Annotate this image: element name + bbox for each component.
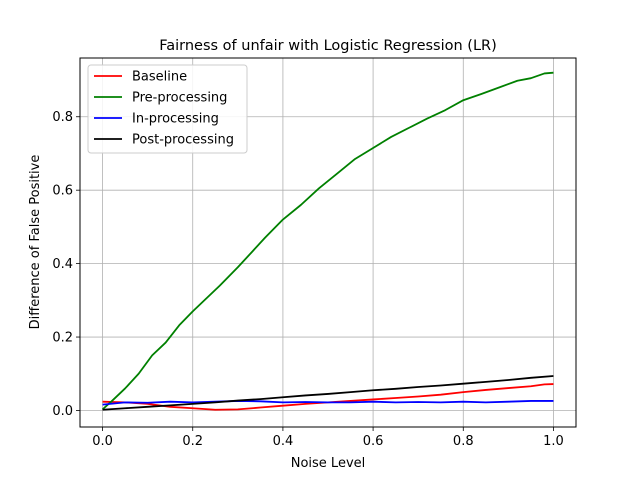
legend-box (87, 64, 248, 154)
legend-label-post-processing: Post-processing (132, 133, 234, 148)
legend-label-in-processing: In-processing (132, 112, 219, 127)
legend-label-pre-processing: Pre-processing (132, 91, 227, 106)
y-tick-label: 0.6 (52, 184, 73, 199)
x-tick-label: 0.8 (453, 434, 474, 449)
legend-label-baseline: Baseline (132, 70, 187, 85)
y-tick-label: 0.2 (52, 331, 73, 346)
x-tick-label: 1.0 (543, 434, 564, 449)
series-lines (101, 71, 554, 411)
series-line-in-processing (102, 400, 554, 406)
chart-title: Fairness of unfair with Logistic Regress… (159, 38, 497, 54)
legend: Baseline Pre-processing In-processing Post-… (87, 64, 248, 154)
y-axis-label: Difference of False Positive (28, 155, 43, 330)
x-tick-label: 0.0 (92, 434, 113, 449)
y-tick-label: 0.8 (52, 110, 73, 125)
plot-frame (79, 57, 577, 428)
x-ticks: 0.0 0.2 0.4 0.6 0.8 1.0 (92, 427, 564, 449)
x-tick-label: 0.2 (182, 434, 203, 449)
x-tick-label: 0.6 (363, 434, 384, 449)
grid (80, 58, 576, 427)
series-line-pre-processing (101, 71, 554, 411)
y-tick-label: 0.4 (52, 257, 73, 272)
y-ticks: 0.0 0.2 0.4 0.6 0.8 (52, 110, 80, 419)
x-axis-label: Noise Level (291, 456, 366, 471)
series-line-post-processing (102, 375, 554, 411)
y-tick-label: 0.0 (52, 404, 73, 419)
x-tick-label: 0.4 (273, 434, 294, 449)
